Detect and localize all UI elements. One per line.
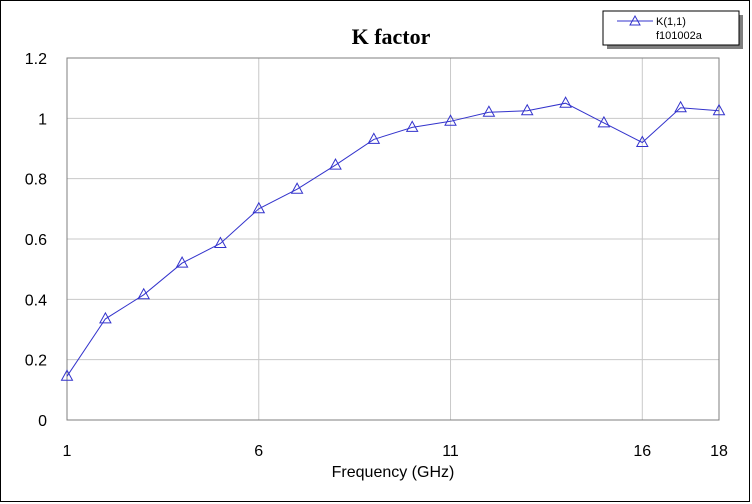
data-point-marker bbox=[559, 96, 572, 108]
y-tick-label: 0 bbox=[38, 413, 47, 430]
plot-area-border bbox=[66, 57, 720, 421]
x-tick-label: 11 bbox=[442, 443, 459, 460]
data-point-marker bbox=[137, 287, 151, 300]
y-tick-label: 0.6 bbox=[25, 232, 47, 249]
data-point-marker bbox=[444, 114, 457, 126]
data-point-marker bbox=[60, 369, 74, 381]
data-point-marker bbox=[712, 103, 726, 116]
series-line bbox=[66, 102, 720, 377]
data-point-marker bbox=[674, 100, 687, 113]
data-point-marker bbox=[99, 311, 112, 324]
chart-title: K factor bbox=[352, 24, 431, 49]
legend: K(1,1) f101002a bbox=[602, 10, 743, 49]
data-point-marker bbox=[252, 201, 266, 214]
y-tick-label: 1 bbox=[38, 111, 47, 128]
x-tick-label: 1 bbox=[63, 443, 72, 460]
x-axis-ticks: 1 6 11 16 18 bbox=[63, 443, 728, 460]
data-point-marker bbox=[367, 132, 381, 144]
grid-lines bbox=[67, 58, 719, 420]
legend-source-label: f101002a bbox=[656, 30, 703, 42]
data-point-marker bbox=[405, 120, 419, 132]
legend-entry-label: K(1,1) bbox=[656, 16, 686, 28]
data-point-marker bbox=[635, 135, 649, 147]
triangle-marker-icon bbox=[629, 14, 641, 26]
data-point-marker bbox=[520, 103, 534, 116]
y-tick-label: 1.2 bbox=[25, 51, 47, 68]
data-point-marker bbox=[214, 236, 227, 248]
data-point-marker bbox=[482, 105, 496, 117]
data-point-marker bbox=[597, 115, 611, 128]
data-point-marker bbox=[290, 182, 304, 194]
y-axis-ticks: 0 0.2 0.4 0.6 0.8 1 1.2 bbox=[25, 51, 47, 430]
legend-box bbox=[602, 10, 740, 46]
x-tick-label: 6 bbox=[254, 443, 263, 460]
data-point-marker bbox=[175, 256, 189, 268]
x-tick-label: 18 bbox=[710, 443, 728, 460]
x-tick-label: 16 bbox=[633, 443, 651, 460]
data-point-marker bbox=[329, 158, 342, 170]
y-tick-label: 0.4 bbox=[25, 292, 47, 309]
y-tick-label: 0.8 bbox=[25, 172, 47, 189]
y-tick-label: 0.2 bbox=[25, 353, 47, 370]
series-k11 bbox=[60, 96, 726, 381]
x-axis-label: Frequency (GHz) bbox=[332, 464, 455, 481]
